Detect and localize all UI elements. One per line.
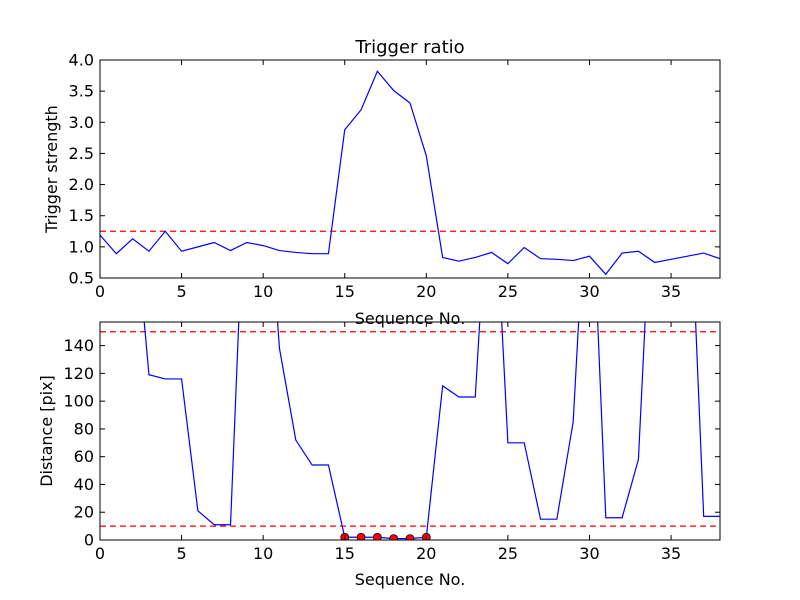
x-tick-label: 35 (661, 544, 681, 563)
x-tick-label: 5 (176, 544, 186, 563)
y-axis-label: Distance [pix] (37, 375, 56, 487)
y-tick-label: 3.5 (69, 82, 94, 101)
distance-plot: 0 5 10 15 20 25 30 35 0 20 40 60 80 100 120 140 Sequenc… (37, 321, 721, 589)
x-tick-label: 25 (498, 544, 518, 563)
y-tick-label: 20 (74, 503, 94, 522)
x-tick-label: 15 (335, 282, 355, 301)
trigger-ratio-ticks: 0 5 10 15 20 25 30 35 0.5 1.0 1.5 2.0 2.5 3.0 3.5 4.0 (69, 51, 720, 301)
y-tick-label: 2.0 (69, 175, 94, 194)
x-tick-label: 0 (95, 282, 105, 301)
chart-title: Trigger ratio (354, 37, 464, 58)
y-tick-label: 80 (74, 419, 94, 438)
trigger-ratio-plot: Trigger ratio 0 5 10 15 20 25 30 35 0.5 1.0 1.5 2.0… (42, 37, 721, 328)
y-tick-label: 1.5 (69, 206, 94, 225)
x-tick-label: 0 (95, 544, 105, 563)
distance-plot-area (100, 322, 720, 540)
x-tick-label: 5 (176, 282, 186, 301)
trigger-ratio-axes-frame (99, 59, 721, 279)
y-tick-label: 120 (63, 364, 94, 383)
x-tick-label: 30 (579, 282, 599, 301)
x-tick-label: 25 (498, 282, 518, 301)
y-tick-label: 1.0 (69, 237, 94, 256)
series-line (100, 70, 720, 276)
y-axis-label: Trigger strength (42, 105, 61, 234)
y-tick-label: 4.0 (69, 51, 94, 70)
y-tick-label: 2.5 (69, 144, 94, 163)
x-tick-label: 10 (253, 282, 273, 301)
y-tick-label: 60 (74, 447, 94, 466)
x-axis-label: Sequence No. (355, 309, 466, 328)
x-tick-label: 30 (579, 544, 599, 563)
y-tick-label: 0.5 (69, 269, 94, 288)
x-tick-label: 10 (253, 544, 273, 563)
x-tick-label: 20 (416, 544, 436, 563)
x-tick-label: 15 (335, 544, 355, 563)
x-tick-label: 35 (661, 282, 681, 301)
x-tick-label: 20 (416, 282, 436, 301)
data-point-marker (372, 532, 382, 540)
y-tick-label: 140 (63, 336, 94, 355)
distance-axes-frame (99, 321, 721, 541)
data-point-marker (356, 532, 366, 540)
y-tick-label: 40 (74, 475, 94, 494)
y-tick-label: 0 (84, 531, 94, 550)
distance-ticks: 0 5 10 15 20 25 30 35 0 20 40 60 80 100 120 140 (63, 322, 720, 563)
x-axis-label: Sequence No. (355, 570, 466, 589)
trigger-ratio-plot-area (100, 70, 720, 276)
y-tick-label: 100 (63, 392, 94, 411)
data-point-marker (389, 534, 399, 540)
y-tick-label: 3.0 (69, 113, 94, 132)
data-point-marker (405, 534, 415, 540)
